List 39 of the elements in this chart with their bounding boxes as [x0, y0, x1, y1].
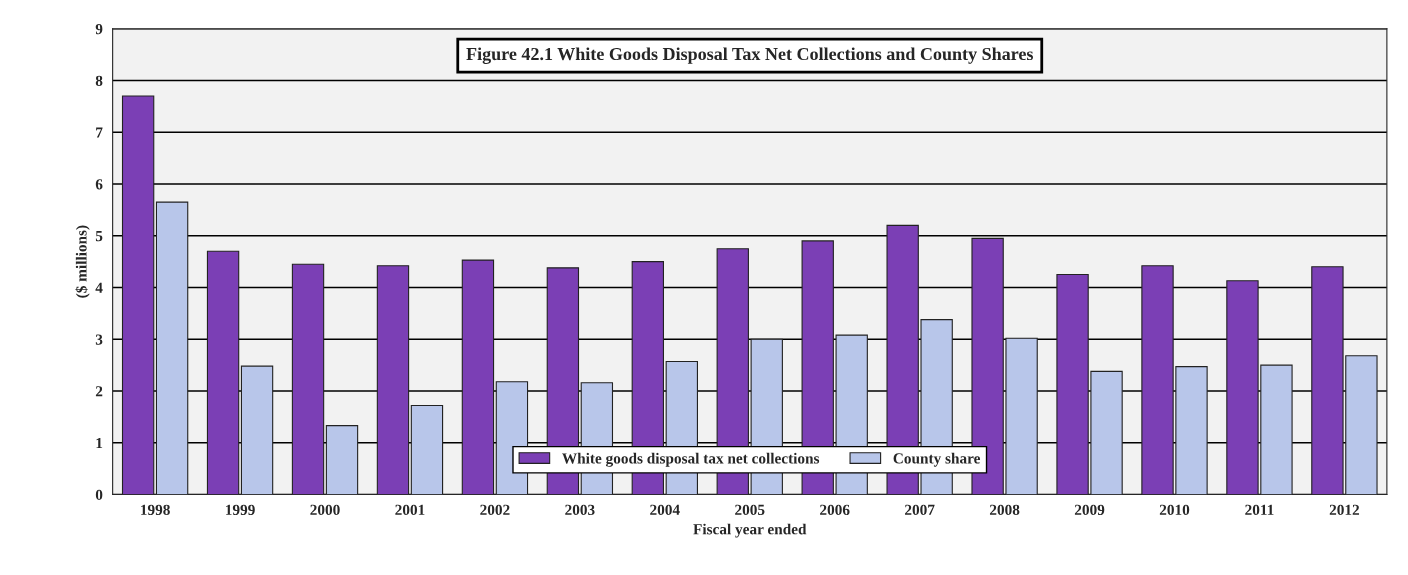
- x-tick-label: 2012: [1329, 504, 1360, 515]
- x-tick-label: 2010: [1159, 504, 1190, 515]
- bar: [121, 95, 155, 495]
- y-tick-label: 3: [95, 334, 103, 345]
- x-tick-label: 2008: [989, 504, 1020, 515]
- bar: [291, 263, 325, 495]
- y-tick-label: 1: [96, 437, 103, 449]
- bar: [206, 250, 240, 495]
- x-axis-title: Fiscal year ended: [693, 523, 807, 538]
- x-tick-label: 1999: [226, 504, 255, 515]
- y-axis-title: ($ millions): [75, 225, 90, 298]
- x-tick-label: 2011: [1245, 504, 1274, 515]
- y-tick-label: 2: [95, 386, 103, 397]
- bar: [325, 425, 359, 495]
- bar: [461, 259, 495, 495]
- x-tick-label: 2002: [480, 504, 510, 515]
- x-tick-label: 2006: [820, 504, 850, 515]
- y-tick-label: 9: [95, 23, 103, 35]
- bar: [376, 265, 410, 495]
- x-tick-label: 1998: [141, 504, 170, 515]
- bar: [155, 201, 189, 495]
- legend-label: County share: [893, 452, 981, 467]
- y-tick-label: 4: [95, 282, 103, 293]
- legend-label: White goods disposal tax net collections: [562, 452, 820, 467]
- y-tick-label: 7: [96, 127, 103, 138]
- x-tick-label: 2000: [310, 504, 340, 515]
- y-tick-label: 6: [95, 179, 103, 190]
- x-tick-label: 2005: [735, 504, 765, 515]
- x-tick-label: 2003: [565, 504, 595, 515]
- x-tick-label: 2001: [395, 504, 425, 515]
- x-tick-label: 2004: [650, 504, 680, 515]
- bar: [240, 365, 274, 495]
- y-tick-label: 8: [95, 75, 103, 86]
- x-tick-label: 2007: [905, 504, 935, 515]
- bar: [410, 404, 444, 495]
- text: Figure 42.1 White Goods Disposal Tax Net Collections and County Shares: [466, 47, 1034, 64]
- x-tick-label: 2009: [1074, 504, 1105, 515]
- y-tick-label: 5: [95, 231, 103, 242]
- y-tick-label: 0: [95, 489, 103, 500]
